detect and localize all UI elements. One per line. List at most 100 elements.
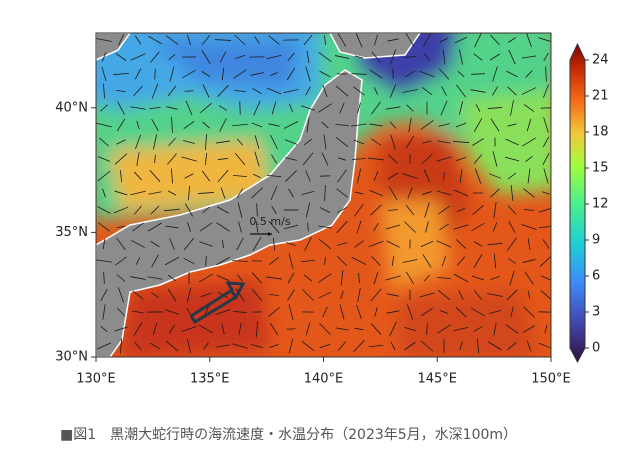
current-vector xyxy=(286,242,296,246)
current-vector xyxy=(402,173,418,179)
x-tick-label: 140°E xyxy=(304,372,344,387)
current-vector xyxy=(441,86,447,96)
current-vector xyxy=(149,342,161,350)
current-vector xyxy=(201,170,211,182)
current-vector xyxy=(234,34,246,46)
current-vector xyxy=(199,241,213,247)
current-vector xyxy=(369,123,383,127)
current-vector xyxy=(284,139,298,145)
current-vector xyxy=(171,117,173,133)
current-vector xyxy=(318,51,332,63)
current-vector xyxy=(506,289,518,301)
current-vector xyxy=(303,34,313,46)
current-vector xyxy=(251,289,263,301)
scale-arrow-head xyxy=(268,232,272,236)
current-vector xyxy=(521,224,537,230)
current-vector xyxy=(336,242,348,246)
current-vector xyxy=(487,107,503,109)
current-vector xyxy=(103,272,105,284)
current-vector xyxy=(473,118,483,132)
current-vector xyxy=(490,188,500,198)
current-vector xyxy=(221,67,225,81)
current-vector xyxy=(487,242,503,246)
current-vector xyxy=(491,86,499,96)
current-vector xyxy=(522,259,536,263)
current-vector xyxy=(221,239,225,249)
scale-label: 0.5 m/s xyxy=(249,215,290,228)
current-vector xyxy=(542,136,550,148)
current-vector xyxy=(453,189,469,197)
current-vector xyxy=(100,326,108,332)
current-vector xyxy=(323,134,327,150)
current-vector xyxy=(389,321,397,337)
current-vector xyxy=(101,52,107,62)
current-vector xyxy=(216,344,230,348)
current-vector xyxy=(252,236,262,252)
current-vector xyxy=(510,100,514,116)
current-vector xyxy=(441,255,447,267)
current-vector xyxy=(100,289,108,301)
current-vector xyxy=(200,292,212,298)
current-vector xyxy=(324,256,326,266)
current-vector xyxy=(390,134,396,150)
current-vector xyxy=(205,134,207,150)
current-vector xyxy=(339,102,345,114)
current-vector xyxy=(336,255,348,267)
current-vector xyxy=(303,138,313,146)
current-vector xyxy=(425,221,429,233)
current-vector xyxy=(238,323,242,335)
current-vector xyxy=(283,224,299,230)
current-vector xyxy=(542,152,550,166)
current-vector xyxy=(422,254,432,268)
current-vector xyxy=(102,188,106,198)
current-vector xyxy=(472,205,484,215)
current-vector xyxy=(284,157,298,161)
current-vector xyxy=(436,190,452,196)
current-vector xyxy=(268,220,280,234)
current-vector xyxy=(97,170,111,182)
current-vector xyxy=(270,134,278,150)
current-vector xyxy=(202,121,210,129)
current-vector xyxy=(266,174,282,178)
current-vector xyxy=(181,326,197,332)
current-vector xyxy=(426,323,428,335)
current-vector xyxy=(472,138,484,146)
current-vector xyxy=(251,187,263,199)
current-vector xyxy=(388,154,398,164)
current-vector xyxy=(305,322,311,336)
current-vector xyxy=(420,120,434,130)
current-vector xyxy=(303,274,313,282)
current-vector xyxy=(436,156,452,162)
current-vector xyxy=(423,52,431,62)
current-vector xyxy=(306,50,310,64)
current-vector xyxy=(169,324,175,334)
current-vector xyxy=(301,190,315,196)
current-vector xyxy=(439,310,449,314)
current-vector xyxy=(421,86,433,96)
y-tick-label: 35°N xyxy=(55,225,88,240)
current-vector xyxy=(473,289,483,301)
current-vector xyxy=(238,221,242,233)
current-vector xyxy=(507,237,517,251)
current-vector xyxy=(287,289,295,301)
current-vector xyxy=(250,344,264,348)
current-vector xyxy=(132,222,144,232)
current-vector xyxy=(131,240,145,248)
current-vector xyxy=(134,68,142,80)
current-vector xyxy=(455,239,467,249)
current-vector xyxy=(236,237,244,251)
current-vector xyxy=(354,203,364,217)
current-vector xyxy=(373,272,379,284)
current-vector xyxy=(321,152,329,166)
current-vector xyxy=(356,168,362,184)
current-vector xyxy=(454,36,468,44)
current-vector xyxy=(507,342,517,350)
current-vector xyxy=(300,105,316,111)
current-vector xyxy=(543,84,549,98)
current-vector xyxy=(116,274,126,282)
current-vector xyxy=(521,87,537,95)
colorbar-tick-label: 15 xyxy=(592,161,609,176)
current-vector xyxy=(456,207,466,213)
current-vector xyxy=(150,205,160,215)
